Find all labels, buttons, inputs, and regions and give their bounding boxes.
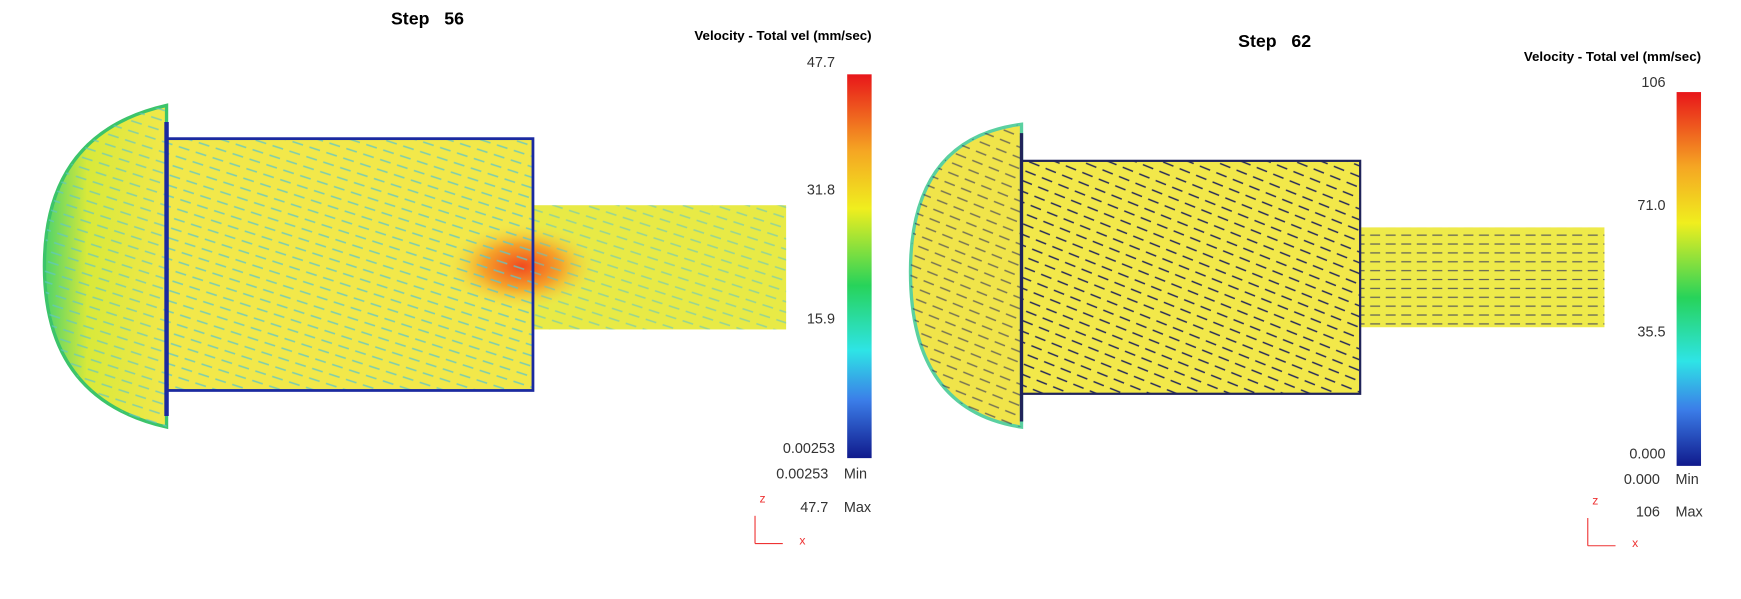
max-value: 106	[1636, 504, 1660, 520]
color-scale	[1676, 92, 1702, 466]
color-scale	[847, 74, 872, 459]
max-label: Max	[844, 500, 872, 516]
axis-z-label: z	[759, 491, 765, 505]
scale-label: 15.9	[807, 311, 835, 327]
flow-field-left	[42, 103, 787, 430]
min-label: Min	[1675, 472, 1698, 488]
legend-title: Velocity - Total vel (mm/sec)	[694, 28, 871, 43]
step-title: Step 56	[391, 9, 464, 29]
min-value: 0.00253	[776, 467, 828, 483]
scale-label: 106	[1641, 75, 1665, 91]
flow-field-right	[908, 122, 1605, 429]
axis-z-label: z	[1592, 494, 1598, 508]
scale-label: 47.7	[807, 55, 835, 71]
min-label: Min	[844, 467, 867, 483]
legend-title: Velocity - Total vel (mm/sec)	[1524, 49, 1701, 64]
min-value: 0.000	[1624, 472, 1660, 488]
max-label: Max	[1675, 504, 1703, 520]
scale-label: 0.000	[1629, 447, 1665, 463]
scale-label: 35.5	[1637, 325, 1665, 341]
scale-label: 71.0	[1637, 198, 1665, 214]
scale-label: 0.00253	[783, 441, 835, 457]
step-title: Step 62	[1238, 31, 1311, 51]
scale-label: 31.8	[807, 183, 835, 199]
axis-x-label: x	[799, 534, 805, 548]
max-value: 47.7	[800, 500, 828, 516]
axis-x-label: x	[1632, 536, 1638, 550]
